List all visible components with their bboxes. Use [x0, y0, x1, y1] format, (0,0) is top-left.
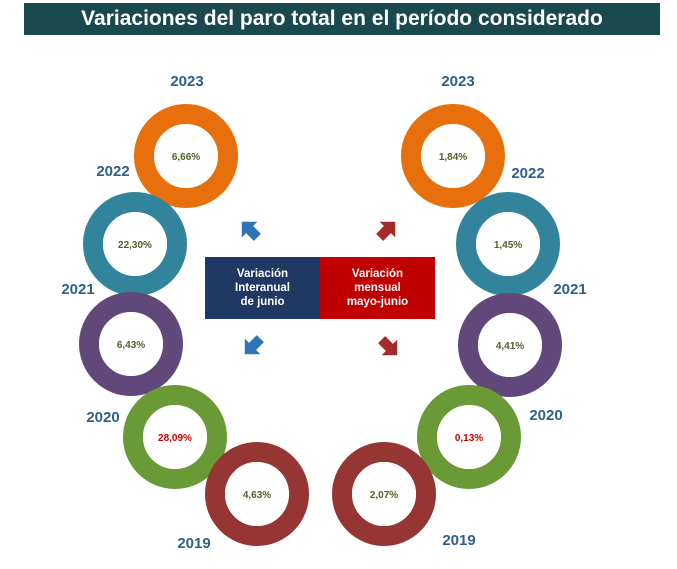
- ring-hole-2021: [99, 312, 163, 376]
- ring-2021-monthly: [458, 293, 562, 397]
- ring-value-2020: 28,09%: [158, 433, 192, 444]
- ring-value-2020: 0,13%: [455, 433, 483, 444]
- ring-hole-2021: [478, 313, 542, 377]
- ring-value-2022: 22,30%: [118, 240, 152, 251]
- interannual-label-box: Variación Interanual de junio: [205, 257, 320, 319]
- arrow-down-left-icon: [244, 335, 264, 355]
- interannual-label-line-1: Variación: [236, 268, 289, 280]
- year-label-2022: 2022: [511, 165, 544, 182]
- ring-2022-interannual: [83, 192, 187, 296]
- ring-hole-2022: [476, 212, 540, 276]
- year-label-2023: 2023: [170, 73, 203, 90]
- interannual-label-line-3: de junio: [240, 296, 285, 308]
- ring-hole-2023: [421, 124, 485, 188]
- interannual-label-line-2: Interanual: [235, 282, 290, 294]
- ring-value-2019: 4,63%: [243, 490, 271, 501]
- ring-hole-2020: [143, 405, 207, 469]
- arrow-up-left-icon: [241, 221, 261, 241]
- monthly-label-box: Variación mensual mayo-junio: [320, 257, 435, 319]
- ring-hole-2019: [225, 462, 289, 526]
- arrow-up-right-icon: [376, 221, 396, 241]
- ring-2023-interannual: [134, 104, 238, 208]
- year-label-2021: 2021: [61, 281, 94, 298]
- year-label-2022: 2022: [96, 163, 129, 180]
- chart-title: Variaciones del paro total en el período…: [24, 3, 660, 35]
- ring-2020-interannual: [123, 385, 227, 489]
- ring-hole-2023: [154, 124, 218, 188]
- year-label-2021: 2021: [553, 281, 586, 298]
- year-label-2020: 2020: [86, 409, 119, 426]
- ring-2022-monthly: [456, 192, 560, 296]
- ring-hole-2022: [103, 212, 167, 276]
- ring-value-2021: 6,43%: [117, 340, 145, 351]
- ring-2021-interannual: [79, 292, 183, 396]
- ring-value-2021: 4,41%: [496, 341, 524, 352]
- year-label-2023: 2023: [441, 73, 474, 90]
- ring-value-2023: 1,84%: [439, 152, 467, 163]
- ring-value-2023: 6,66%: [172, 152, 200, 163]
- year-label-2019: 2019: [177, 535, 210, 552]
- ring-hole-2020: [437, 405, 501, 469]
- monthly-label-line-2: mensual: [354, 282, 401, 294]
- ring-value-2022: 1,45%: [494, 240, 522, 251]
- ring-2019-monthly: [332, 442, 436, 546]
- arrow-down-right-icon: [378, 336, 398, 356]
- monthly-label-line-3: mayo-junio: [346, 296, 409, 308]
- ring-2019-interannual: [205, 442, 309, 546]
- ring-value-2019: 2,07%: [370, 490, 398, 501]
- ring-2020-monthly: [417, 385, 521, 489]
- ring-hole-2019: [352, 462, 416, 526]
- monthly-label-line-1: Variación: [351, 268, 404, 280]
- year-label-2020: 2020: [529, 407, 562, 424]
- year-label-2019: 2019: [442, 532, 475, 549]
- ring-2023-monthly: [401, 104, 505, 208]
